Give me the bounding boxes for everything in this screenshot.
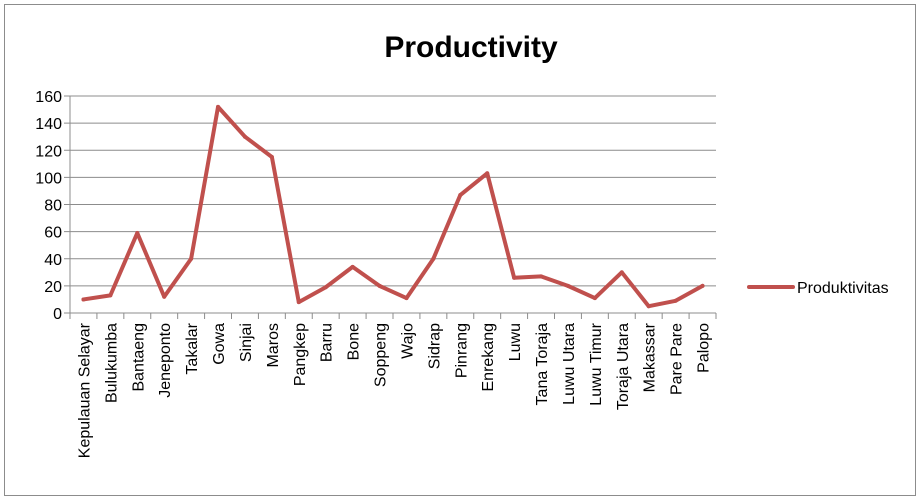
data-point	[619, 270, 624, 275]
x-tick-label: Barru	[319, 323, 336, 362]
x-tick-label: Bantaeng	[130, 323, 147, 392]
y-tick-label: 140	[35, 116, 62, 133]
data-point	[135, 230, 140, 235]
data-point	[539, 274, 544, 279]
data-point	[323, 285, 328, 290]
data-point	[296, 300, 301, 305]
x-tick-label: Luwu	[507, 323, 524, 361]
data-point	[269, 155, 274, 160]
y-tick-label: 80	[44, 198, 62, 215]
x-tick-label: Maros	[265, 323, 282, 367]
y-tick-label: 0	[53, 306, 62, 323]
data-point	[162, 294, 167, 299]
x-tick-label: Kepulauan Selayar	[76, 322, 93, 458]
y-tick-labels: 0 20 40 60 80 100 120 140 160	[35, 89, 62, 323]
axes	[69, 96, 717, 319]
x-tick-label: Makassar	[642, 322, 659, 392]
data-point	[404, 296, 409, 301]
series-line-0	[81, 104, 705, 309]
x-tick-label: Luwu Utara	[561, 323, 578, 405]
x-tick-label: Jeneponto	[157, 323, 174, 398]
x-tick-label: Tana Toraja	[534, 323, 551, 406]
data-point	[458, 193, 463, 198]
data-point	[108, 293, 113, 298]
y-tick-label: 40	[44, 252, 62, 269]
x-tick-label: Toraja Utara	[615, 323, 632, 410]
data-point	[646, 304, 651, 309]
data-point	[189, 256, 194, 261]
data-point	[431, 256, 436, 261]
x-tick-labels: Kepulauan Selayar Bulukumba Bantaeng Jenepo…	[76, 322, 712, 458]
data-point	[216, 104, 221, 109]
data-point	[512, 275, 517, 280]
data-point	[350, 264, 355, 269]
data-point	[592, 296, 597, 301]
y-tick-label: 60	[44, 225, 62, 242]
y-tick-label: 20	[44, 279, 62, 296]
y-tick-label: 160	[35, 89, 62, 106]
data-point	[242, 134, 247, 139]
x-tick-label: Pangkep	[292, 323, 309, 386]
data-point	[565, 283, 570, 288]
data-point	[485, 171, 490, 176]
x-tick-label: Soppeng	[373, 323, 390, 387]
x-tick-label: Bone	[346, 323, 363, 360]
data-point	[673, 298, 678, 303]
x-tick-label: Bulukumba	[103, 323, 120, 403]
gridlines	[64, 95, 716, 314]
chart-frame	[4, 4, 916, 496]
legend: Produktivitas	[747, 280, 889, 297]
x-tick-label: Enrekang	[480, 323, 497, 392]
x-tick-label: Sidrap	[426, 323, 443, 369]
legend-label: Produktivitas	[797, 280, 889, 297]
x-tick-label: Palopo	[696, 323, 713, 373]
data-point	[700, 283, 705, 288]
chart-title: Productivity	[384, 31, 558, 64]
y-tick-label: 120	[35, 143, 62, 160]
data-point	[377, 283, 382, 288]
series-group	[81, 104, 705, 309]
x-tick-label: Sinjai	[238, 323, 255, 362]
x-tick-label: Gowa	[211, 323, 228, 365]
data-point	[81, 297, 86, 302]
x-tick-label: Pinrang	[453, 323, 470, 378]
x-tick-label: Wajo	[399, 323, 416, 359]
y-tick-label: 100	[35, 170, 62, 187]
x-tick-label: Luwu Timur	[588, 322, 605, 405]
x-tick-label: Takalar	[184, 322, 201, 374]
x-tick-label: Pare Pare	[669, 323, 686, 395]
